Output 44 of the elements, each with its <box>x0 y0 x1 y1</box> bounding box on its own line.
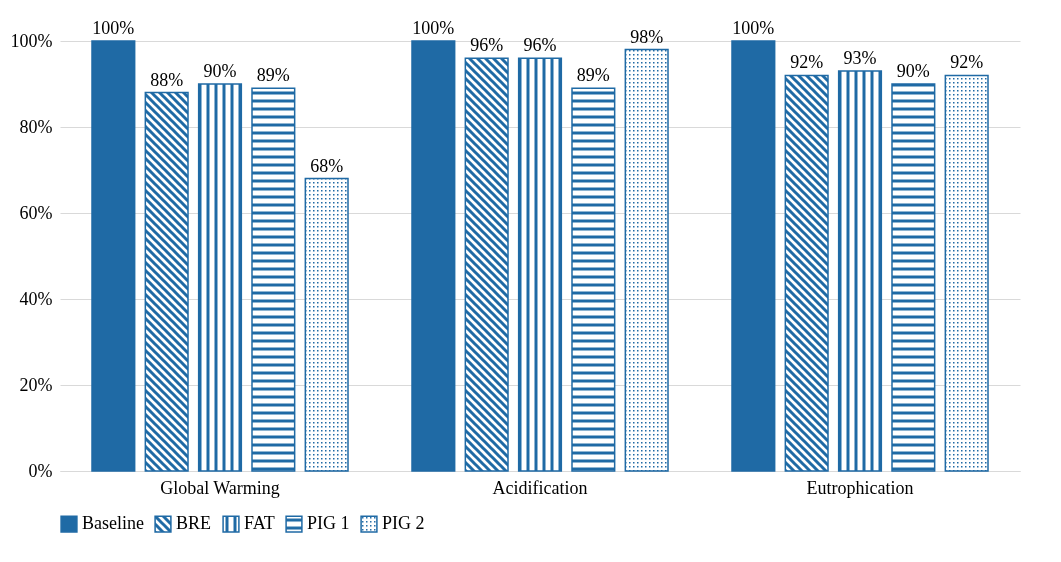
bar <box>731 40 776 472</box>
bar <box>891 83 936 472</box>
x-tick-label: Acidification <box>492 477 588 498</box>
legend-label: PIG 1 <box>307 513 350 534</box>
y-tick-label: 100% <box>10 30 53 51</box>
data-label: 100% <box>412 18 455 38</box>
x-tick-label: Eutrophication <box>806 477 914 498</box>
y-tick-label: 60% <box>19 202 53 223</box>
bar <box>304 177 349 472</box>
bar <box>517 57 563 472</box>
legend-label: Baseline <box>82 513 144 534</box>
data-label: 92% <box>790 52 824 73</box>
data-label: 100% <box>92 18 135 38</box>
bar <box>571 87 616 472</box>
x-tick-label: Global Warming <box>160 477 280 498</box>
data-label: 90% <box>203 61 237 81</box>
legend-label: BRE <box>176 513 212 534</box>
legend-label: FAT <box>244 513 275 534</box>
y-tick-label: 0% <box>28 460 53 481</box>
bar <box>251 87 296 472</box>
bar <box>464 57 509 472</box>
data-label: 88% <box>150 69 184 90</box>
bar <box>411 40 456 472</box>
y-tick-label: 20% <box>19 374 53 395</box>
data-label: 92% <box>950 52 984 73</box>
bar <box>784 74 829 472</box>
data-label: 96% <box>470 35 504 56</box>
y-tick-label: 40% <box>19 288 53 309</box>
data-label: 89% <box>576 65 610 86</box>
data-label: 90% <box>896 61 930 81</box>
data-label: 96% <box>523 35 557 56</box>
data-label: 68% <box>310 155 344 176</box>
y-tick-label: 80% <box>19 116 53 137</box>
data-label: 100% <box>732 18 775 38</box>
data-label: 89% <box>256 65 290 86</box>
bar <box>624 48 669 472</box>
bar <box>91 40 136 472</box>
data-label: 93% <box>843 48 877 69</box>
bar <box>944 74 989 472</box>
bar <box>837 70 883 472</box>
legend-label: PIG 2 <box>382 513 425 534</box>
bar <box>197 83 243 472</box>
bar <box>144 91 189 472</box>
data-label: 98% <box>630 26 664 47</box>
